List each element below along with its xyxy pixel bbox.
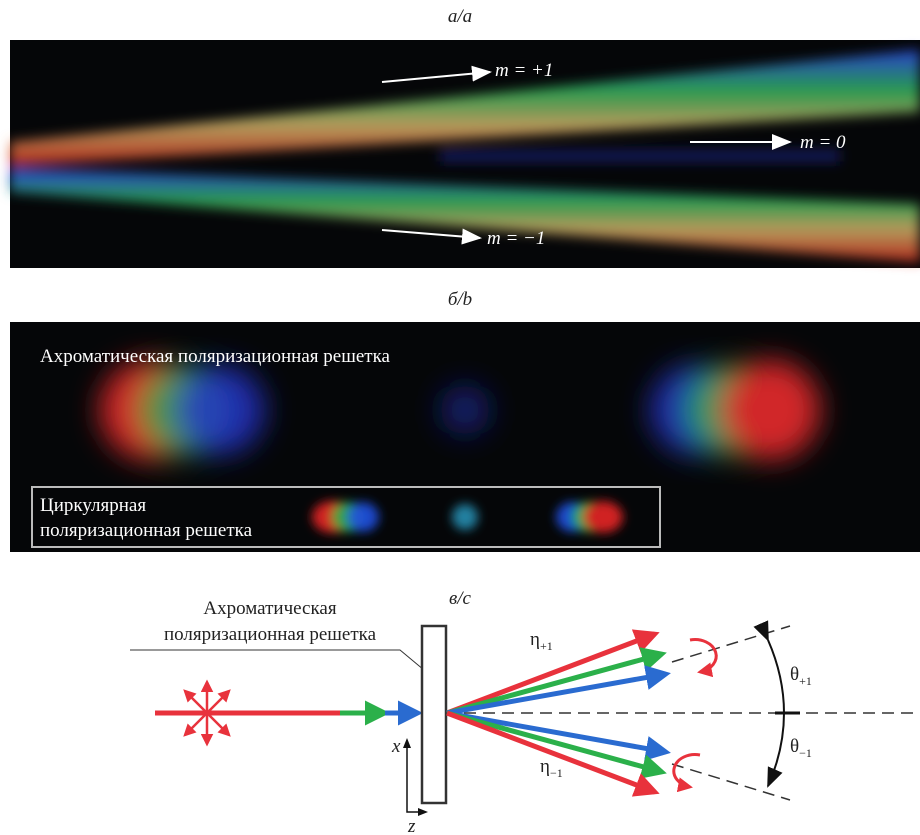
- spots: [100, 360, 820, 460]
- order-line: [671, 625, 791, 663]
- diffracted-beams: [446, 629, 671, 797]
- panel-label: в/c: [449, 588, 472, 609]
- circular-polarization: [672, 753, 701, 793]
- angle-label: θ−1: [790, 736, 812, 760]
- annotation: m = +1: [495, 60, 553, 81]
- subscript: −1: [799, 746, 812, 760]
- annotation: m = 0: [800, 132, 846, 153]
- polarization: [183, 679, 231, 747]
- leader: [130, 649, 425, 671]
- arrow: [381, 228, 482, 245]
- panel-label: а/a: [448, 6, 472, 27]
- arrowhead: [418, 808, 428, 816]
- efficiency-label: η−1: [540, 756, 563, 780]
- efficiency-label: η+1: [530, 629, 553, 653]
- photo-caption: Ахроматическая поляризационная решетка: [40, 346, 391, 367]
- grating-label: поляризационная решетка: [164, 624, 377, 645]
- inset-caption: поляризационная решетка: [40, 520, 253, 541]
- symbol: η: [530, 629, 540, 650]
- arrow: [381, 65, 492, 83]
- subscript: +1: [799, 674, 812, 688]
- symbol: η: [540, 756, 550, 777]
- arrowhead: [403, 738, 411, 748]
- order-line: [671, 763, 791, 801]
- beams: [10, 50, 920, 262]
- axis-label: x: [391, 736, 401, 757]
- symbol: θ: [790, 736, 799, 757]
- axis-label: z: [407, 816, 416, 835]
- panel-label: б/b: [448, 289, 472, 310]
- subscript: +1: [540, 639, 553, 653]
- angle-label: θ+1: [790, 664, 812, 688]
- symbol: θ: [790, 664, 799, 685]
- inset-frame: [31, 486, 661, 548]
- spots-small: [312, 501, 623, 533]
- grating: [420, 624, 448, 805]
- grating-label: Ахроматическая: [203, 598, 336, 619]
- inset-caption: Циркулярная: [40, 495, 146, 516]
- circular-polarization: [689, 638, 718, 678]
- subscript: −1: [550, 766, 563, 780]
- annotation: m = −1: [487, 228, 545, 249]
